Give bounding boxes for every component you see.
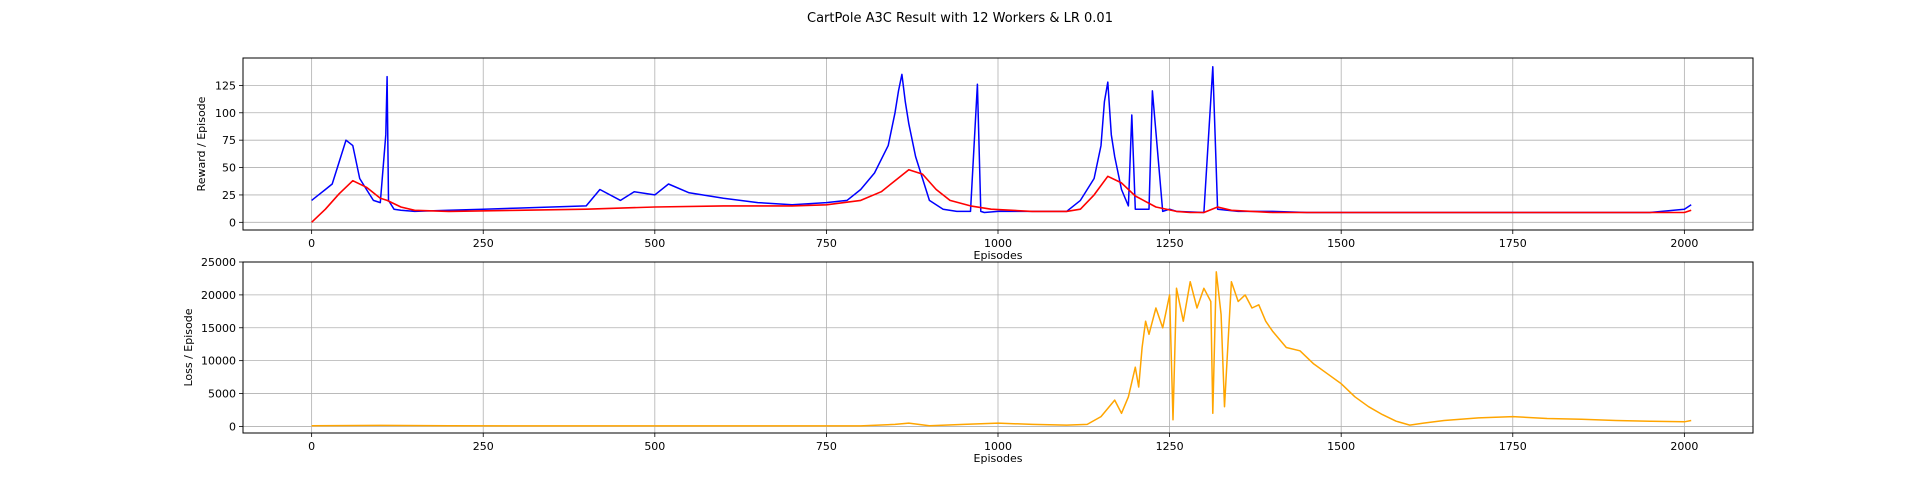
y-tick-label: 5000	[208, 388, 236, 401]
y-axis-label-loss-episode: Loss / Episode	[182, 308, 195, 386]
x-tick-label: 500	[644, 237, 665, 250]
x-tick-label: 750	[816, 237, 837, 250]
x-tick-label: 1750	[1499, 237, 1527, 250]
x-tick-label: 1750	[1499, 440, 1527, 453]
y-tick-label: 50	[222, 162, 236, 175]
series-line-smoothed	[311, 168, 1692, 223]
x-tick-label: 250	[473, 440, 494, 453]
x-axis-label: Episodes	[974, 452, 1023, 465]
x-tick-label: 1500	[1327, 440, 1355, 453]
x-tick-label: 1000	[984, 237, 1012, 250]
x-tick-label: 2000	[1670, 440, 1698, 453]
y-tick-label: 100	[215, 107, 236, 120]
x-tick-label: 500	[644, 440, 665, 453]
series-line-0	[311, 271, 1692, 427]
x-axis-label: Episodes	[974, 249, 1023, 262]
y-tick-label: 0	[229, 420, 236, 433]
loss-subplot: 0 250 500 750 1000 1250 1500 1750 20000500010000…	[182, 256, 1754, 465]
x-tick-label: 0	[308, 440, 315, 453]
x-tick-label: 0	[308, 237, 315, 250]
y-tick-label: 125	[215, 79, 236, 92]
series-line-raw	[311, 66, 1692, 214]
y-tick-label: 25	[222, 189, 236, 202]
y-tick-label: 75	[222, 134, 236, 147]
x-tick-label: 1250	[1156, 440, 1184, 453]
y-tick-label: 25000	[201, 256, 236, 269]
x-tick-label: 2000	[1670, 237, 1698, 250]
y-tick-label: 10000	[201, 355, 236, 368]
x-tick-label: 1000	[984, 440, 1012, 453]
figure-title: CartPole A3C Result with 12 Workers & LR…	[807, 11, 1113, 26]
x-tick-label: 1250	[1156, 237, 1184, 250]
x-tick-label: 250	[473, 237, 494, 250]
y-axis-label-reward-episode: Reward / Episode	[195, 96, 208, 191]
y-tick-label: 20000	[201, 289, 236, 302]
y-tick-label: 0	[229, 216, 236, 229]
reward-subplot: 0 250 500 750 1000 1250 1500 1750 2000 0 25 50 75 100…	[195, 57, 1754, 262]
x-tick-label: 750	[816, 440, 837, 453]
y-tick-label: 15000	[201, 322, 236, 335]
x-tick-label: 1500	[1327, 237, 1355, 250]
